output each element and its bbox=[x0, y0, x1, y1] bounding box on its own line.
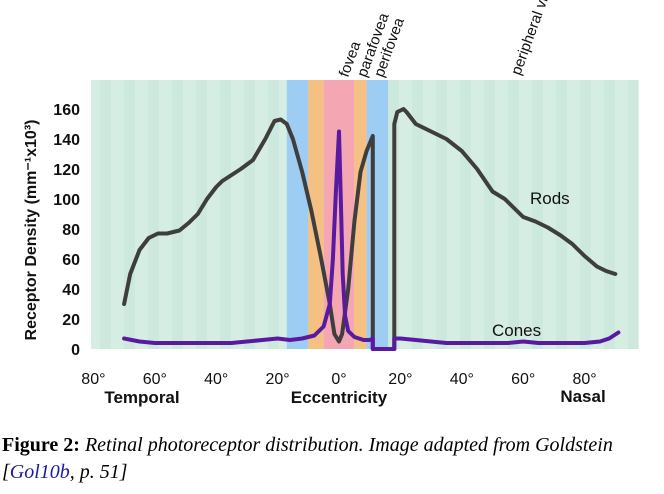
x-axis-label: Eccentricity bbox=[291, 388, 388, 407]
region-band-parafovea bbox=[308, 80, 324, 349]
x-tick-label: 0° bbox=[331, 371, 346, 388]
plot-stripe bbox=[484, 80, 495, 349]
y-tick-label: 120 bbox=[53, 162, 80, 179]
series-line-cones bbox=[122, 129, 621, 351]
plot-stripe bbox=[436, 80, 447, 349]
plot-stripe bbox=[580, 80, 591, 349]
y-tick-label: 160 bbox=[53, 102, 80, 119]
plot-stripe bbox=[124, 80, 135, 349]
plot-stripe bbox=[604, 80, 615, 349]
region-band-perifovea bbox=[366, 80, 389, 349]
temporal-label: Temporal bbox=[104, 388, 179, 407]
y-tick-label: 80 bbox=[62, 222, 80, 239]
y-tick-label: 40 bbox=[62, 282, 80, 299]
plot-stripe bbox=[268, 80, 279, 349]
caption-page-ref: , p. 51] bbox=[69, 461, 128, 483]
x-tick-label: 60° bbox=[511, 371, 535, 388]
series-label-cones: Cones bbox=[492, 321, 541, 340]
plot-stripe bbox=[628, 80, 639, 349]
plot-stripe bbox=[412, 80, 423, 349]
x-axis: 80° 60° 40° 20° 0° 20° 40° 60° 80° bbox=[81, 371, 596, 388]
region-label-peripheral-vision: peripheral vision bbox=[508, 0, 561, 77]
x-tick-label: 60° bbox=[143, 371, 167, 388]
series-label-rods: Rods bbox=[530, 189, 570, 208]
caption-text: Retinal photoreceptor distribution. Imag… bbox=[2, 434, 613, 483]
y-tick-label: 20 bbox=[62, 312, 80, 329]
plot-stripe bbox=[460, 80, 471, 349]
x-tick-label: 40° bbox=[204, 371, 228, 388]
series-line-rods bbox=[122, 107, 618, 351]
plot-stripe bbox=[220, 80, 231, 349]
y-tick-label: 60 bbox=[62, 252, 80, 269]
nasal-label: Nasal bbox=[560, 387, 605, 406]
figure-caption: Figure 2: Retinal photoreceptor distribu… bbox=[2, 432, 662, 486]
series-layer bbox=[122, 107, 621, 351]
x-tick-label: 80° bbox=[81, 371, 105, 388]
figure-label: Figure 2: bbox=[2, 434, 80, 456]
plot-stripe bbox=[100, 80, 111, 349]
plot-stripe bbox=[508, 80, 519, 349]
y-tick-label: 0 bbox=[71, 342, 80, 359]
x-tick-label: 20° bbox=[265, 371, 289, 388]
y-tick-label: 100 bbox=[53, 192, 80, 209]
plot-stripe bbox=[196, 80, 207, 349]
citation-link[interactable]: Gol10b bbox=[9, 461, 70, 483]
chart: 0 20 40 60 80 100 120 140 160 80° 60° 40° 20° 0° 20° 4… bbox=[23, 0, 639, 407]
plot-stripe bbox=[244, 80, 255, 349]
y-tick-label: 140 bbox=[53, 132, 80, 149]
region-band-parafovea bbox=[354, 80, 367, 349]
x-tick-label: 80° bbox=[572, 371, 596, 388]
plot-stripe bbox=[556, 80, 567, 349]
x-tick-label: 20° bbox=[388, 371, 412, 388]
y-axis-label: Receptor Density (mm⁻¹x10³) bbox=[23, 120, 40, 341]
plot-stripe bbox=[532, 80, 543, 349]
region-band-perifovea bbox=[286, 80, 309, 349]
y-axis: 0 20 40 60 80 100 120 140 160 bbox=[53, 102, 80, 359]
plot-stripe bbox=[148, 80, 159, 349]
eccentricity-regions bbox=[286, 80, 389, 349]
x-tick-label: 40° bbox=[450, 371, 474, 388]
plot-stripe bbox=[172, 80, 183, 349]
